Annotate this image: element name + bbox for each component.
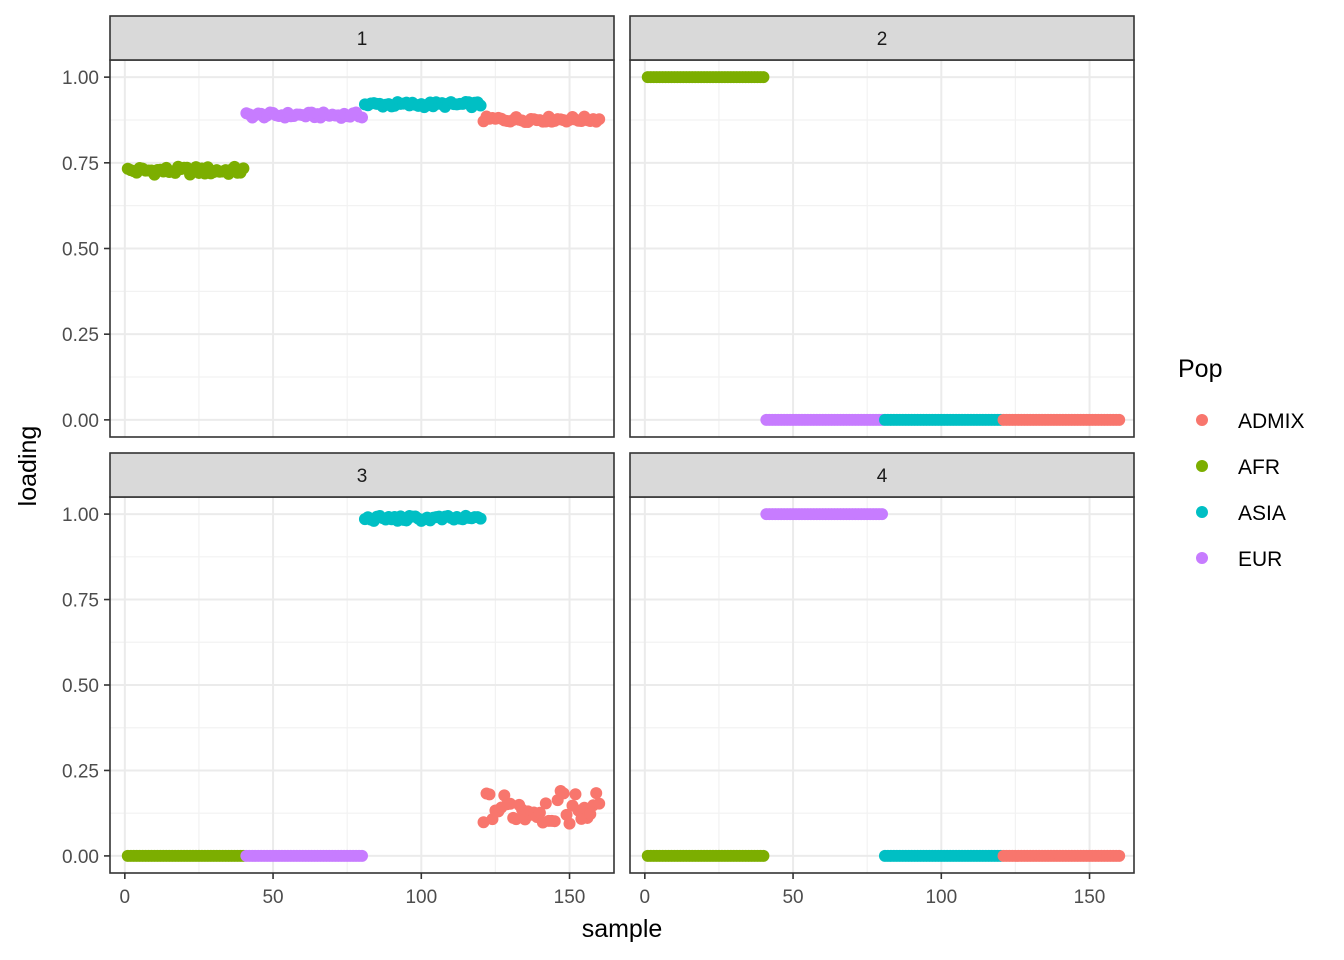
- point-admix: [1113, 413, 1126, 426]
- y-tick-label: 0.75: [62, 591, 99, 612]
- y-axis-title: loading: [14, 426, 42, 507]
- panels-layer: 1 2 3 4: [109, 15, 1135, 874]
- facet-panel-3: 3: [109, 452, 615, 874]
- facet-panel-1: 1: [109, 15, 615, 438]
- point-admix: [557, 787, 570, 800]
- facet-strip-label: 1: [357, 29, 368, 50]
- y-tick-label: 1.00: [62, 505, 99, 526]
- y-tick-label: 0.50: [62, 676, 99, 697]
- legend-label-afr: AFR: [1238, 456, 1280, 479]
- axes-layer: 0.00 0.25 0.50 0.75 1.00 0.00 0.25 0.50 0.75 1.00…: [62, 68, 1105, 908]
- point-admix: [569, 788, 582, 801]
- legend-key-afr: [1196, 460, 1208, 472]
- x-tick-label: 100: [925, 887, 957, 908]
- legend-key-admix: [1196, 414, 1208, 426]
- point-admix: [504, 797, 517, 810]
- x-tick-label: 100: [405, 887, 437, 908]
- facet-strip-label: 2: [877, 29, 888, 50]
- point-admix: [590, 787, 603, 800]
- point-asia: [474, 99, 487, 112]
- x-axis-title: sample: [582, 915, 663, 943]
- point-admix: [593, 797, 606, 810]
- point-admix: [548, 815, 561, 828]
- point-admix: [510, 813, 523, 826]
- point-afr: [237, 162, 250, 175]
- x-tick-label: 0: [640, 887, 651, 908]
- facet-strip: [629, 452, 1135, 498]
- point-afr: [757, 71, 770, 84]
- point-asia: [474, 512, 487, 525]
- point-admix: [1113, 849, 1126, 862]
- point-eur: [356, 111, 368, 124]
- legend-label-eur: EUR: [1238, 548, 1282, 571]
- y-tick-label: 0.75: [62, 154, 99, 175]
- facet-strip-label: 3: [357, 466, 368, 487]
- x-tick-label: 0: [120, 887, 131, 908]
- x-tick-label: 150: [554, 887, 586, 908]
- legend-key-asia: [1196, 506, 1208, 518]
- y-tick-label: 0.25: [62, 325, 99, 346]
- y-tick-label: 0.00: [62, 847, 99, 868]
- point-eur: [876, 508, 888, 521]
- point-eur: [356, 849, 368, 862]
- x-tick-label: 50: [262, 887, 283, 908]
- point-afr: [757, 849, 770, 862]
- legend-label-asia: ASIA: [1238, 502, 1286, 525]
- point-admix: [539, 797, 552, 810]
- facet-panel-2: 2: [629, 15, 1135, 438]
- y-tick-label: 0.50: [62, 240, 99, 261]
- facet-strip-label: 4: [877, 466, 888, 487]
- x-tick-label: 50: [782, 887, 803, 908]
- x-tick-label: 150: [1074, 887, 1106, 908]
- facet-strip: [629, 15, 1135, 61]
- legend-entries: ADMIX AFR ASIA EUR: [1196, 410, 1305, 571]
- legend-label-admix: ADMIX: [1238, 410, 1305, 433]
- point-admix: [533, 806, 546, 819]
- y-tick-label: 1.00: [62, 68, 99, 89]
- legend: Pop ADMIX AFR ASIA EUR: [1178, 355, 1305, 571]
- facet-strip: [109, 15, 615, 61]
- point-admix: [483, 788, 496, 801]
- y-tick-label: 0.25: [62, 761, 99, 782]
- legend-key-eur: [1196, 552, 1208, 564]
- point-admix: [593, 113, 606, 126]
- y-tick-label: 0.00: [62, 411, 99, 432]
- point-admix: [563, 817, 576, 830]
- legend-title: Pop: [1178, 355, 1222, 383]
- facet-strip: [109, 452, 615, 498]
- facet-panel-4: 4: [629, 452, 1135, 874]
